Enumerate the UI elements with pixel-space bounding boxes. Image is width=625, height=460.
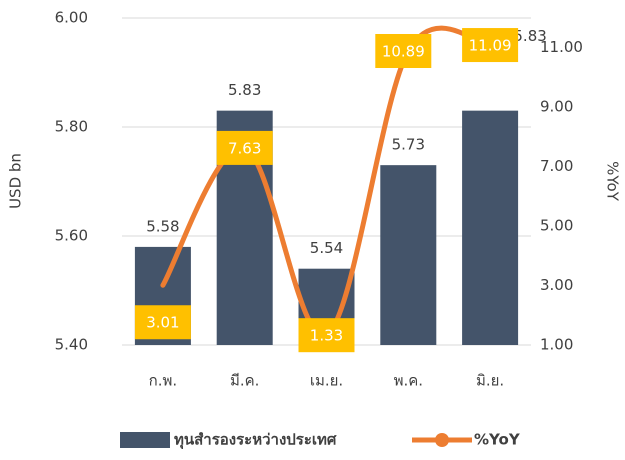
value-label-box bbox=[216, 130, 273, 165]
x-tick-label: มี.ค. bbox=[230, 372, 259, 390]
bar-value-label: 5.54 bbox=[310, 239, 343, 257]
bar-value-label: 5.83 bbox=[228, 81, 261, 99]
y-tick-label: 5.40 bbox=[55, 336, 88, 354]
x-tick-label: ก.พ. bbox=[149, 372, 178, 390]
bar bbox=[380, 165, 437, 345]
line-value-label: 11.09 bbox=[469, 37, 512, 55]
line-value-label: 1.33 bbox=[310, 327, 343, 345]
value-label-box bbox=[298, 318, 355, 353]
bar bbox=[462, 110, 519, 346]
bar-value-label: 5.83 bbox=[513, 27, 546, 45]
y2-axis-label: %YoY bbox=[604, 161, 622, 202]
y2-tick-label: 3.00 bbox=[540, 276, 573, 294]
legend-swatch bbox=[120, 432, 170, 448]
value-label-box bbox=[462, 28, 519, 63]
y-tick-label: 5.80 bbox=[55, 118, 88, 136]
y2-tick-label: 5.00 bbox=[540, 217, 573, 235]
line-value-label: 10.89 bbox=[382, 42, 425, 60]
y-tick-label: 5.60 bbox=[55, 227, 88, 245]
x-tick-label: พ.ค. bbox=[394, 372, 423, 390]
value-label-box bbox=[134, 305, 191, 340]
y-tick-label: 6.00 bbox=[55, 9, 88, 27]
legend-label: ทุนสำรองระหว่างประเทศ bbox=[174, 431, 337, 450]
bar-value-label: 5.58 bbox=[146, 217, 179, 235]
y2-tick-label: 9.00 bbox=[540, 98, 573, 116]
y2-tick-label: 7.00 bbox=[540, 157, 573, 175]
legend-marker bbox=[435, 433, 449, 447]
y-axis-label: USD bn bbox=[7, 153, 25, 209]
x-tick-label: เม.ย. bbox=[310, 372, 343, 390]
line-value-label: 3.01 bbox=[146, 314, 179, 332]
y2-tick-label: 11.00 bbox=[540, 38, 583, 56]
legend-label: %YoY bbox=[474, 431, 521, 449]
line-value-label: 7.63 bbox=[228, 139, 261, 157]
y2-tick-label: 1.00 bbox=[540, 336, 573, 354]
value-label-box bbox=[375, 33, 432, 68]
bar-value-label: 5.73 bbox=[392, 136, 425, 154]
x-tick-label: มิ.ย. bbox=[476, 372, 504, 390]
